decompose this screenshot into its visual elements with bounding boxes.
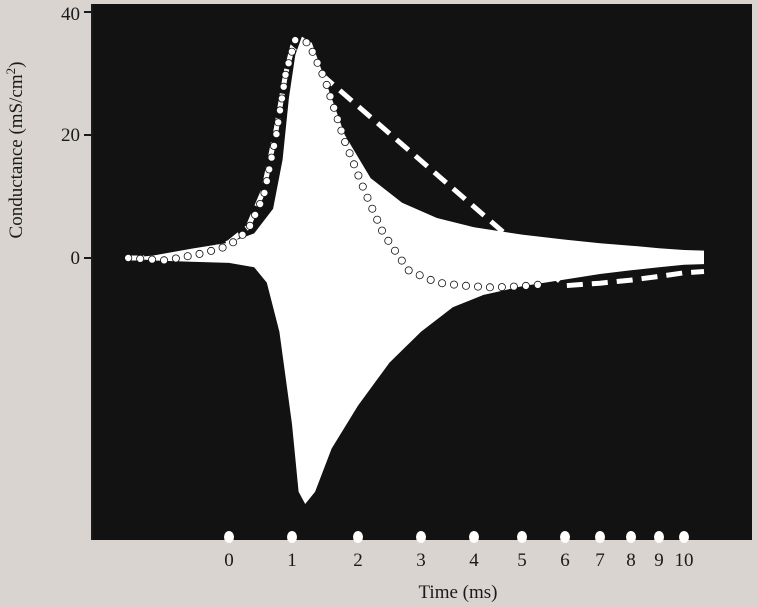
dotted-series-point: [533, 280, 542, 289]
dotted-series-point: [322, 80, 331, 89]
dotted-series-point: [218, 243, 227, 252]
dotted-series-point: [326, 92, 335, 101]
x-tick-label: 8: [626, 550, 636, 571]
x-tick-mark: [469, 531, 479, 543]
dotted-series-point: [354, 171, 363, 180]
x-tick-mark: [353, 531, 363, 543]
dotted-series-point: [207, 246, 216, 255]
dotted-series-point: [333, 115, 342, 124]
conductance-envelope: [128, 36, 704, 504]
y-tick-label: 0: [71, 248, 81, 269]
x-tick-label: 3: [416, 550, 426, 571]
dotted-series-point: [461, 281, 470, 290]
dotted-series-point: [345, 149, 354, 158]
dotted-series-point: [377, 226, 386, 235]
dotted-series-point: [368, 204, 377, 213]
dotted-series-point: [136, 254, 145, 263]
dotted-series-point: [251, 210, 260, 219]
dotted-series-point: [521, 281, 530, 290]
x-tick-label: 10: [675, 550, 694, 571]
dotted-series-point: [337, 126, 346, 135]
x-ticks: 0 1 2 3 4 5 6 7 8 9 10: [224, 531, 694, 571]
dotted-series-point: [274, 118, 283, 127]
dotted-series-point: [291, 36, 300, 45]
x-tick-label: 9: [654, 550, 664, 571]
x-tick-mark: [679, 531, 689, 543]
dotted-series-point: [397, 256, 406, 265]
x-axis-title: Time (ms): [418, 582, 497, 603]
x-tick-label: 1: [287, 550, 297, 571]
dotted-series-point: [279, 82, 288, 91]
dotted-series-point: [384, 236, 393, 245]
dotted-series-point: [473, 282, 482, 291]
dotted-series-point: [318, 69, 327, 78]
x-tick-mark: [654, 531, 664, 543]
dotted-series-point: [284, 59, 293, 68]
dotted-series-point: [148, 255, 157, 264]
dotted-series-point: [438, 279, 447, 288]
dotted-series-point: [195, 249, 204, 258]
dotted-series-point: [229, 238, 238, 247]
x-tick-mark: [595, 531, 605, 543]
x-tick-label: 2: [353, 550, 363, 571]
y-tick-label: 20: [61, 125, 80, 146]
x-tick-mark: [416, 531, 426, 543]
y-axis-title: Conductance (mS/cm2): [3, 62, 27, 239]
dotted-series-point: [485, 283, 494, 292]
dotted-series-point: [269, 141, 278, 150]
dotted-series-point: [390, 246, 399, 255]
dotted-series-point: [262, 177, 271, 186]
dotted-series-point: [267, 153, 276, 162]
x-tick-label: 4: [469, 550, 479, 571]
dotted-series-point: [272, 130, 281, 139]
x-tick-mark: [224, 531, 234, 543]
dotted-series-point: [238, 230, 247, 239]
dotted-series-point: [497, 283, 506, 292]
x-tick-mark: [287, 531, 297, 543]
dotted-series-point: [260, 188, 269, 197]
dotted-series-point: [313, 58, 322, 67]
dotted-series-point: [183, 252, 192, 261]
x-tick-mark: [626, 531, 636, 543]
dotted-series-point: [287, 47, 296, 56]
dotted-series-point: [308, 47, 317, 56]
dotted-series: [124, 36, 542, 292]
y-axis-title-close: ): [6, 62, 27, 68]
y-tick-label: 40: [61, 4, 80, 25]
dotted-series-point: [330, 103, 339, 112]
y-axis-title-sup: 2: [3, 68, 18, 75]
dotted-series-point: [404, 266, 413, 275]
x-tick-label: 0: [224, 550, 234, 571]
dotted-series-point: [449, 280, 458, 289]
dotted-series-point: [256, 199, 265, 208]
dotted-series-point: [160, 256, 169, 265]
dotted-series-point: [124, 253, 133, 262]
dotted-series-point: [245, 221, 254, 230]
x-tick-label: 6: [560, 550, 570, 571]
x-tick-mark: [560, 531, 570, 543]
dotted-series-point: [277, 94, 286, 103]
dotted-series-point: [265, 165, 274, 174]
y-ticks: 40 20 0: [61, 4, 92, 269]
dotted-series-point: [302, 38, 311, 47]
dotted-series-point: [426, 275, 435, 284]
dotted-series-point: [415, 271, 424, 280]
y-axis-title-main: Conductance (mS/cm: [6, 74, 27, 238]
x-tick-mark: [517, 531, 527, 543]
x-tick-label: 7: [595, 550, 605, 571]
dotted-series-point: [509, 282, 518, 291]
dotted-series-point: [341, 137, 350, 146]
dotted-series-point: [171, 254, 180, 263]
dotted-series-point: [373, 215, 382, 224]
dotted-series-point: [358, 182, 367, 191]
dotted-series-point: [275, 106, 284, 115]
dotted-series-point: [363, 193, 372, 202]
dotted-series-point: [281, 70, 290, 79]
dotted-series-point: [349, 160, 358, 169]
x-tick-label: 5: [517, 550, 527, 571]
